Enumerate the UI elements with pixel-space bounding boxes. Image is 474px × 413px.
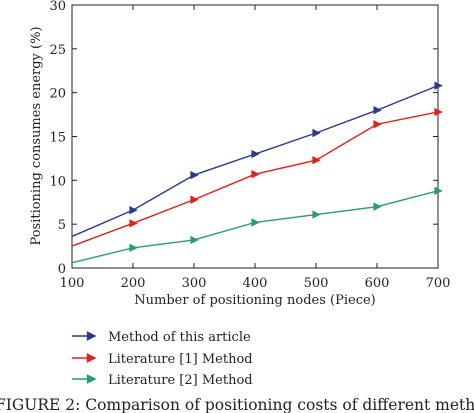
y-tick-label: 20: [49, 87, 66, 102]
series-line-2: [71, 111, 439, 247]
x-axis-title: Number of positioning nodes (Piece): [134, 293, 375, 308]
figure-caption: FIGURE 2: Comparison of positioning cost…: [0, 396, 474, 413]
plot-frame: [71, 4, 439, 269]
series-line-3: [71, 190, 439, 264]
data-point-series-1: [129, 205, 138, 215]
data-point-series-2: [373, 120, 382, 129]
legend-swatch-marker: [86, 331, 97, 341]
x-tick-label: 200: [121, 276, 146, 291]
data-point-series-1: [190, 170, 199, 180]
legend-label: Literature [1] Method: [108, 352, 253, 367]
x-tick-label: 600: [365, 276, 390, 291]
series-layer: [71, 81, 443, 264]
legend-label: Method of this article: [108, 330, 251, 345]
x-axis-ticks: 100 200 300 400 500 600 700: [60, 5, 451, 291]
legend-swatch-marker: [86, 374, 97, 384]
data-point-series-2: [312, 155, 321, 165]
y-tick-label: 15: [49, 131, 66, 146]
data-point-series-3: [190, 235, 199, 245]
data-point-series-2: [251, 169, 260, 179]
data-point-series-1: [373, 106, 382, 115]
y-tick-label: 0: [58, 262, 66, 277]
y-tick-label: 10: [49, 174, 66, 189]
y-tick-label: 30: [49, 0, 66, 14]
data-point-series-3: [129, 243, 138, 253]
data-point-series-3: [373, 202, 382, 211]
x-tick-label: 700: [426, 276, 451, 291]
data-point-series-1: [312, 128, 321, 138]
data-point-series-2: [190, 195, 199, 204]
x-tick-label: 100: [60, 276, 85, 291]
legend: Method of this article Literature [1] Met…: [72, 330, 253, 388]
y-tick-label: 25: [49, 43, 66, 58]
y-axis-title: Positioning consumes energy (%): [29, 26, 44, 245]
data-point-series-1: [251, 149, 260, 159]
data-point-series-2: [434, 107, 443, 117]
x-tick-label: 500: [304, 276, 329, 291]
data-point-series-3: [434, 186, 443, 196]
data-point-series-2: [129, 219, 138, 228]
y-tick-label: 5: [58, 218, 66, 233]
legend-swatch-marker: [86, 353, 97, 363]
y-axis-ticks: 0 5 10 15 20 25 30: [49, 0, 438, 277]
x-tick-label: 300: [182, 276, 207, 291]
legend-label: Literature [2] Method: [108, 373, 253, 388]
x-tick-label: 400: [243, 276, 268, 291]
data-point-series-1: [434, 81, 443, 90]
series-line-1: [71, 85, 439, 238]
data-point-series-3: [312, 210, 321, 219]
data-point-series-3: [251, 218, 260, 227]
